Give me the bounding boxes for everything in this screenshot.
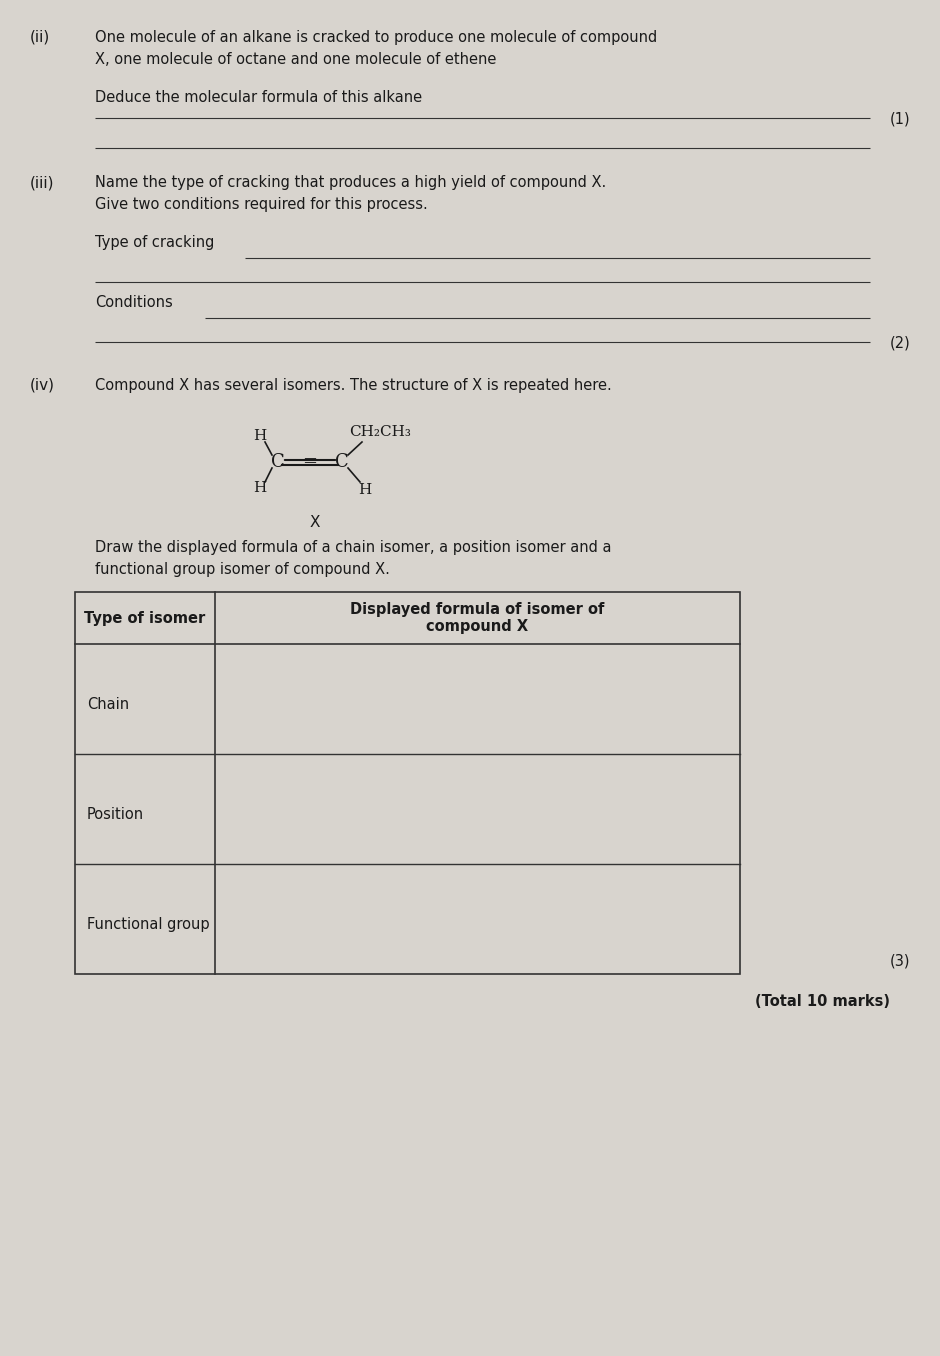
Text: One molecule of an alkane is cracked to produce one molecule of compound: One molecule of an alkane is cracked to … xyxy=(95,30,657,45)
Text: functional group isomer of compound X.: functional group isomer of compound X. xyxy=(95,561,390,578)
Text: Type of isomer: Type of isomer xyxy=(85,610,206,625)
Text: (Total 10 marks): (Total 10 marks) xyxy=(755,994,890,1009)
Text: Deduce the molecular formula of this alkane: Deduce the molecular formula of this alk… xyxy=(95,89,422,104)
Text: Draw the displayed formula of a chain isomer, a position isomer and a: Draw the displayed formula of a chain is… xyxy=(95,540,612,555)
Text: Functional group: Functional group xyxy=(87,917,210,932)
Text: (3): (3) xyxy=(890,955,911,970)
Text: H: H xyxy=(358,483,371,498)
Text: Chain: Chain xyxy=(87,697,129,712)
Text: Conditions: Conditions xyxy=(95,296,173,311)
Text: X: X xyxy=(310,515,321,530)
Text: (iii): (iii) xyxy=(30,175,55,190)
Text: Position: Position xyxy=(87,807,144,822)
Text: Name the type of cracking that produces a high yield of compound X.: Name the type of cracking that produces … xyxy=(95,175,606,190)
Text: Displayed formula of isomer of
compound X: Displayed formula of isomer of compound … xyxy=(351,602,604,635)
Text: (2): (2) xyxy=(890,336,911,351)
Text: Type of cracking: Type of cracking xyxy=(95,235,214,250)
Text: X, one molecule of octane and one molecule of ethene: X, one molecule of octane and one molecu… xyxy=(95,52,496,66)
Text: (1): (1) xyxy=(890,113,911,127)
Text: CH₂CH₃: CH₂CH₃ xyxy=(349,424,411,439)
Bar xyxy=(75,593,740,974)
Text: C: C xyxy=(336,453,349,471)
Text: Compound X has several isomers. The structure of X is repeated here.: Compound X has several isomers. The stru… xyxy=(95,378,612,393)
Text: H: H xyxy=(254,428,267,443)
Text: =: = xyxy=(303,453,318,471)
Text: (iv): (iv) xyxy=(30,378,55,393)
Text: H: H xyxy=(254,481,267,495)
Text: C: C xyxy=(271,453,285,471)
Text: Give two conditions required for this process.: Give two conditions required for this pr… xyxy=(95,197,428,212)
Text: (ii): (ii) xyxy=(30,30,50,45)
